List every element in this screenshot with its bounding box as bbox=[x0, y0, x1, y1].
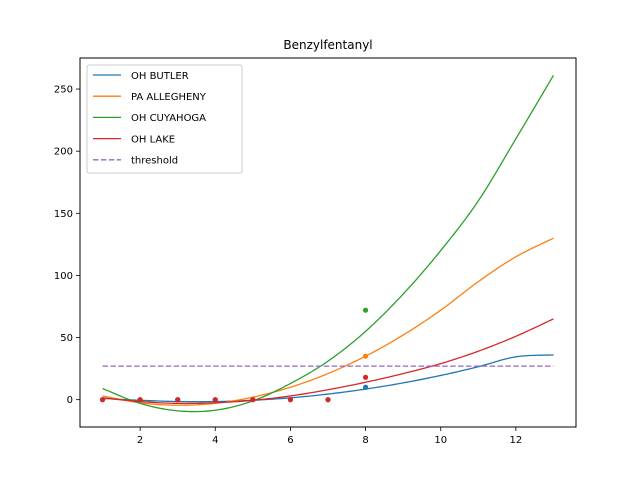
legend-label: OH BUTLER bbox=[131, 71, 189, 82]
x-tick-label: 10 bbox=[434, 435, 447, 446]
legend: OH BUTLER PA ALLEGHENY OH CUYAHOGA OH LAKE t… bbox=[86, 64, 243, 174]
y-tick-label: 100 bbox=[54, 271, 73, 282]
data-point bbox=[137, 397, 143, 403]
legend-box bbox=[86, 64, 243, 174]
data-point bbox=[362, 307, 369, 313]
x-tick-label: 12 bbox=[510, 435, 523, 446]
x-tick-label: 8 bbox=[362, 435, 368, 446]
axis-ticks: 2 4 6 8 10 12 0 50 100 150 200 250 bbox=[54, 85, 522, 446]
data-point bbox=[287, 397, 294, 403]
legend-label: threshold bbox=[131, 156, 178, 167]
series-line-pa-allegheny bbox=[102, 237, 554, 406]
y-tick-label: 250 bbox=[54, 85, 73, 96]
data-point bbox=[250, 397, 256, 403]
data-point bbox=[362, 353, 369, 359]
x-tick-label: 2 bbox=[137, 435, 143, 446]
data-point bbox=[362, 384, 369, 390]
y-tick-label: 150 bbox=[54, 209, 73, 220]
data-point bbox=[175, 397, 181, 403]
data-point bbox=[362, 374, 369, 380]
legend-label: PA ALLEGHENY bbox=[131, 92, 207, 103]
y-tick-label: 0 bbox=[67, 395, 73, 406]
chart-title: Benzylfentanyl bbox=[283, 38, 372, 52]
legend-label: OH CUYAHOGA bbox=[131, 113, 206, 124]
y-tick-label: 200 bbox=[54, 147, 73, 158]
axes-frame bbox=[79, 57, 577, 428]
data-point bbox=[99, 397, 106, 403]
data-point bbox=[325, 397, 331, 403]
legend-label: OH LAKE bbox=[131, 134, 175, 145]
series-line-oh-cuyahoga bbox=[102, 75, 555, 413]
x-tick-label: 4 bbox=[212, 435, 218, 446]
x-tick-label: 6 bbox=[287, 435, 293, 446]
plot-area bbox=[99, 75, 555, 413]
series-line-oh-lake bbox=[102, 318, 554, 405]
y-tick-label: 50 bbox=[60, 333, 73, 344]
data-point bbox=[212, 397, 218, 403]
